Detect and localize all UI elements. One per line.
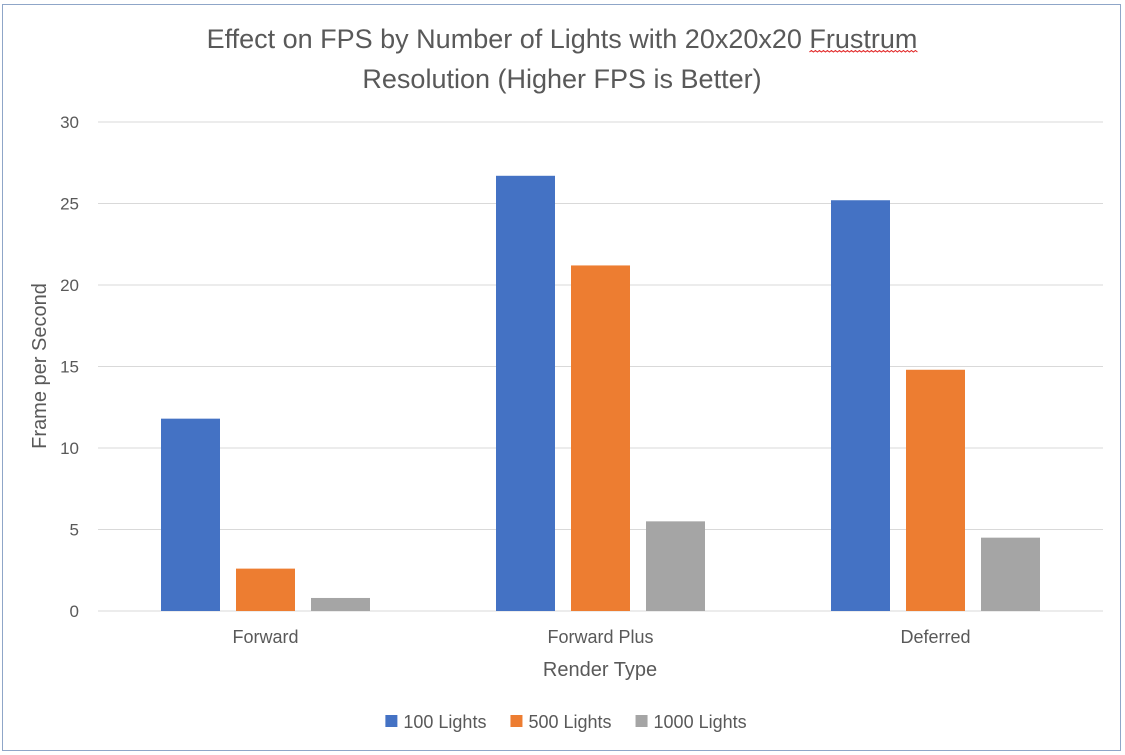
y-axis-title: Frame per Second <box>29 283 51 449</box>
y-axis-ticks: 0 5 10 15 20 25 30 <box>60 113 79 621</box>
spellcheck-underline <box>809 49 918 53</box>
bar-forward-plus-500-lights <box>571 265 630 611</box>
legend-swatch <box>385 715 398 727</box>
chart-title-line-1: Effect on FPS by Number of Lights with 2… <box>207 24 918 54</box>
x-axis-title: Render Type <box>543 659 657 681</box>
legend: 100 Lights 500 Lights 1000 Lights <box>385 712 747 732</box>
y-tick-label: 15 <box>60 358 79 377</box>
x-category-label: Deferred <box>900 627 970 647</box>
y-tick-label: 25 <box>60 195 79 214</box>
legend-item: 500 Lights <box>510 712 612 732</box>
y-tick-label: 0 <box>70 602 79 621</box>
legend-label: 1000 Lights <box>654 712 747 732</box>
y-tick-label: 30 <box>60 113 79 132</box>
bar-forward-1000-lights <box>311 597 370 611</box>
legend-label: 500 Lights <box>528 712 611 732</box>
legend-label: 100 Lights <box>403 712 486 732</box>
chart-title-line-2: Resolution (Higher FPS is Better) <box>362 64 761 94</box>
x-category-label: Forward <box>232 627 298 647</box>
legend-swatch <box>635 715 648 727</box>
x-category-label: Forward Plus <box>547 627 653 647</box>
x-axis-categories: Forward Forward Plus Deferred <box>232 627 970 647</box>
bar-forward-plus-100-lights <box>496 175 555 612</box>
bar-deferred-1000-lights <box>981 537 1040 611</box>
legend-item: 1000 Lights <box>635 712 747 732</box>
bar-forward-plus-1000-lights <box>646 521 705 611</box>
bar-deferred-500-lights <box>906 369 965 611</box>
y-tick-label: 10 <box>60 439 79 458</box>
y-tick-label: 20 <box>60 276 79 295</box>
bar-forward-500-lights <box>236 568 295 611</box>
legend-swatch <box>510 715 523 727</box>
legend-item: 100 Lights <box>385 712 486 732</box>
bar-forward-100-lights <box>161 418 220 611</box>
chart-title: Effect on FPS by Number of Lights with 2… <box>207 24 918 94</box>
bar-deferred-100-lights <box>831 200 890 612</box>
y-tick-label: 5 <box>70 521 79 540</box>
bars <box>161 175 1040 612</box>
